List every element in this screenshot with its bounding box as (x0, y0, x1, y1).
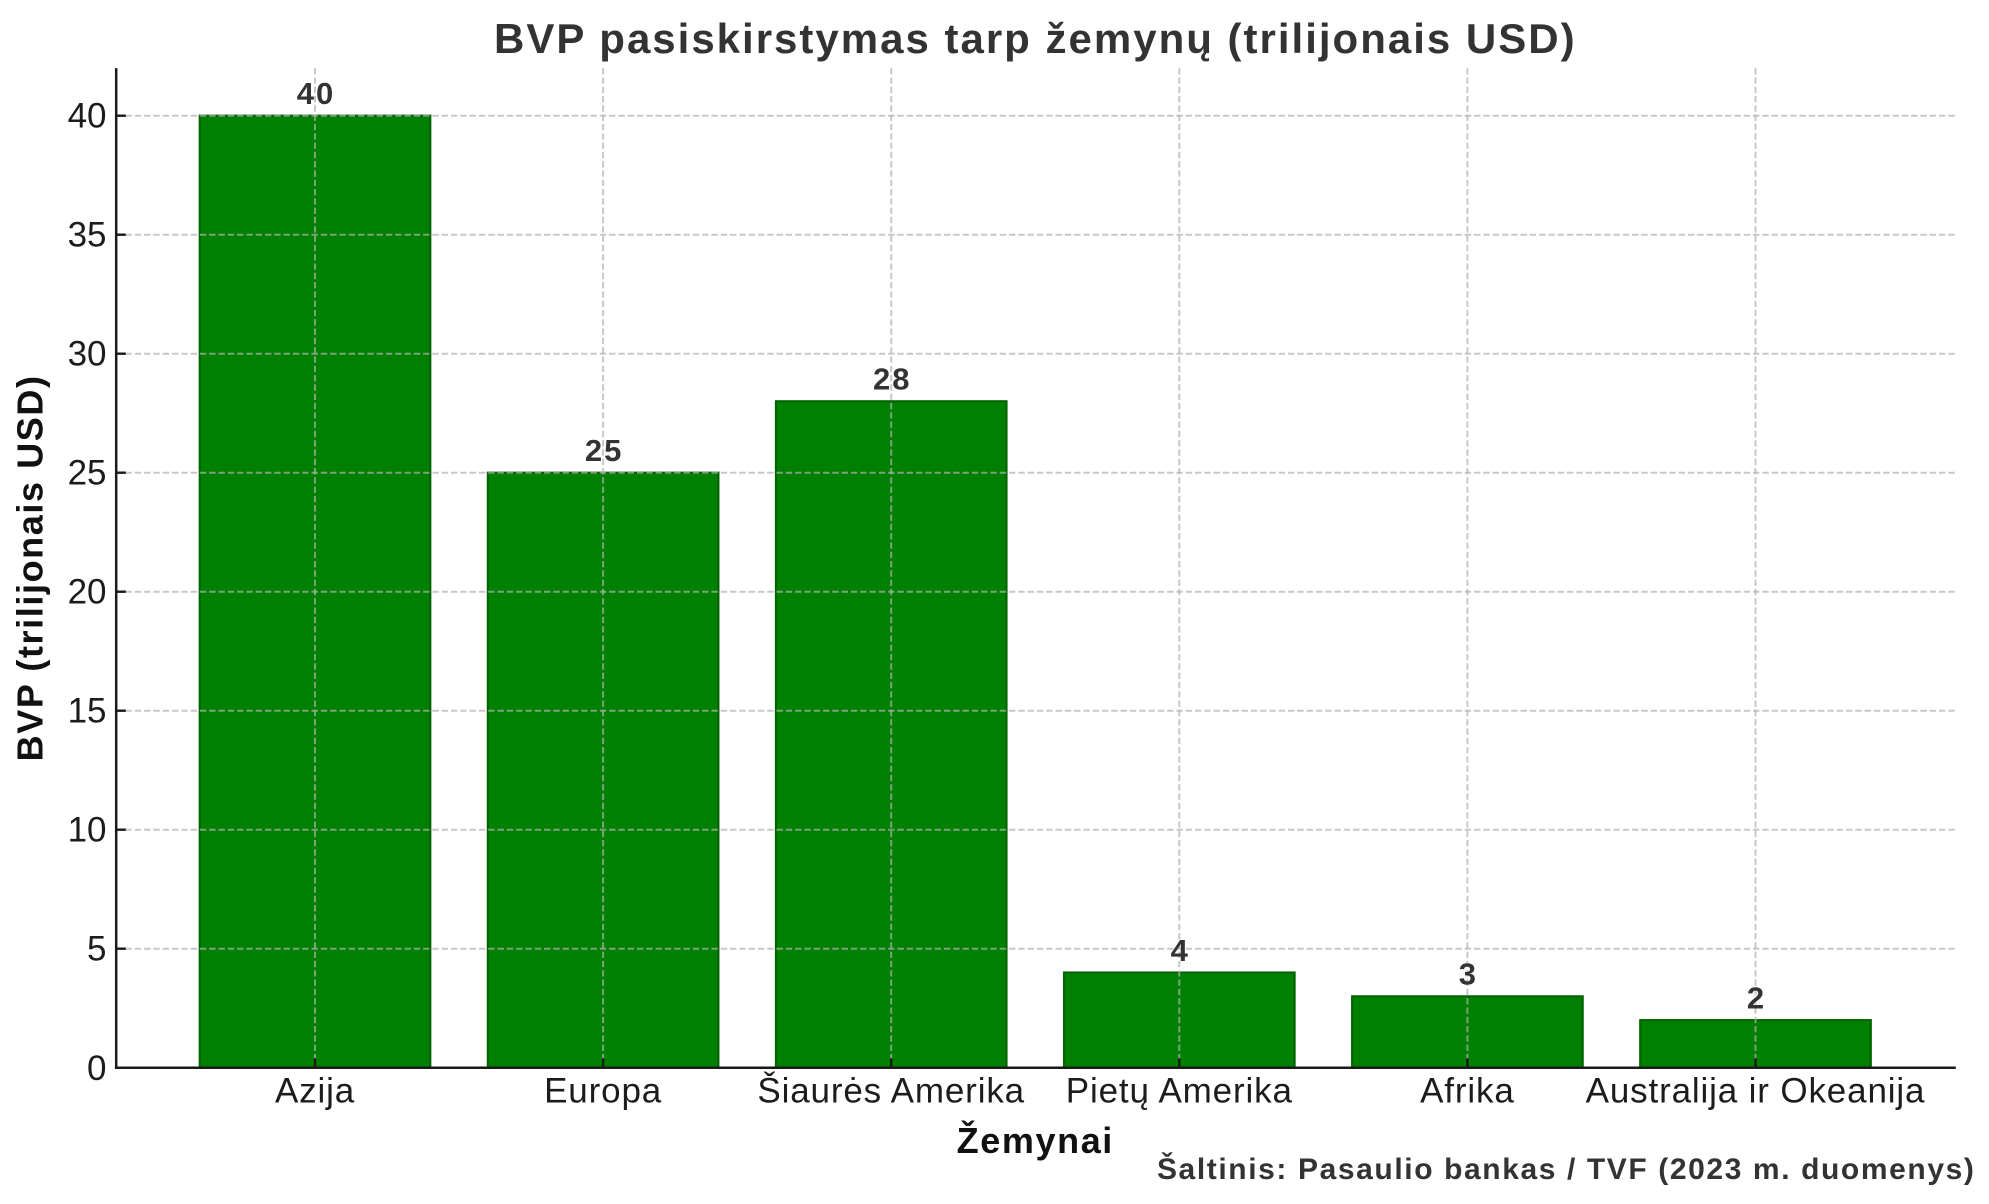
svg-text:40: 40 (297, 76, 335, 111)
svg-text:Žemynai: Žemynai (957, 1119, 1114, 1161)
svg-text:4: 4 (1171, 933, 1190, 968)
svg-text:35: 35 (68, 216, 107, 255)
svg-text:BVP pasiskirstymas tarp žemynų: BVP pasiskirstymas tarp žemynų (trilijon… (494, 15, 1577, 62)
svg-text:0: 0 (87, 1049, 106, 1088)
svg-text:40: 40 (68, 97, 107, 136)
svg-text:Šiaurės Amerika: Šiaurės Amerika (757, 1072, 1025, 1111)
svg-text:5: 5 (87, 930, 106, 969)
svg-text:28: 28 (873, 362, 911, 397)
svg-text:Azija: Azija (275, 1072, 355, 1111)
svg-text:2: 2 (1747, 980, 1766, 1015)
svg-text:20: 20 (68, 573, 107, 612)
svg-text:Europa: Europa (544, 1072, 662, 1111)
svg-text:30: 30 (68, 335, 107, 374)
svg-text:Australija ir Okeanija: Australija ir Okeanija (1586, 1072, 1926, 1111)
svg-text:Afrika: Afrika (1420, 1072, 1515, 1111)
svg-text:Pietų Amerika: Pietų Amerika (1066, 1072, 1293, 1111)
svg-text:3: 3 (1459, 957, 1478, 992)
svg-text:BVP (trilijonais USD): BVP (trilijonais USD) (10, 374, 51, 761)
svg-text:25: 25 (68, 454, 107, 493)
svg-text:15: 15 (68, 692, 107, 731)
svg-text:25: 25 (585, 433, 623, 468)
svg-text:10: 10 (68, 811, 107, 850)
svg-text:Šaltinis: Pasaulio bankas / TV: Šaltinis: Pasaulio bankas / TVF (2023 m.… (1157, 1152, 1976, 1186)
